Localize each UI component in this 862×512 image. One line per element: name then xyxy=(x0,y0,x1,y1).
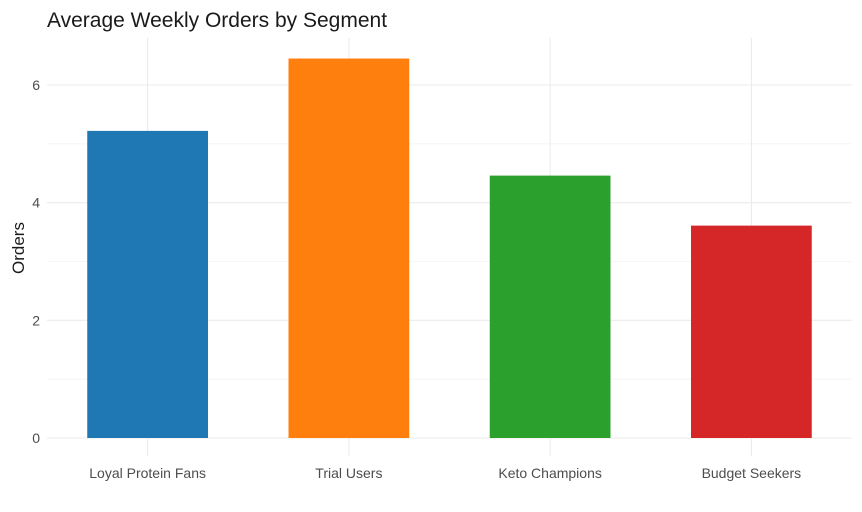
bar-loyal-protein-fans xyxy=(87,130,208,438)
x-tick-labels: Loyal Protein Fans Trial Users Keto Champi… xyxy=(89,465,801,481)
y-tick-label: 0 xyxy=(32,430,40,446)
y-tick-label: 4 xyxy=(32,195,40,211)
bar-budget-seekers xyxy=(691,225,812,438)
bars xyxy=(87,58,812,439)
x-tick-label: Budget Seekers xyxy=(702,465,802,481)
y-axis-label: Orders xyxy=(9,222,28,274)
y-tick-labels: 0 2 4 6 xyxy=(32,77,40,446)
x-tick-label: Loyal Protein Fans xyxy=(89,465,206,481)
y-tick-label: 6 xyxy=(32,77,40,93)
x-tick-label: Trial Users xyxy=(315,465,382,481)
bar-trial-users xyxy=(288,58,410,439)
x-tick-label: Keto Champions xyxy=(498,465,602,481)
bar-keto-champions xyxy=(489,175,611,438)
chart-title: Average Weekly Orders by Segment xyxy=(47,9,387,32)
y-tick-label: 2 xyxy=(32,312,40,328)
